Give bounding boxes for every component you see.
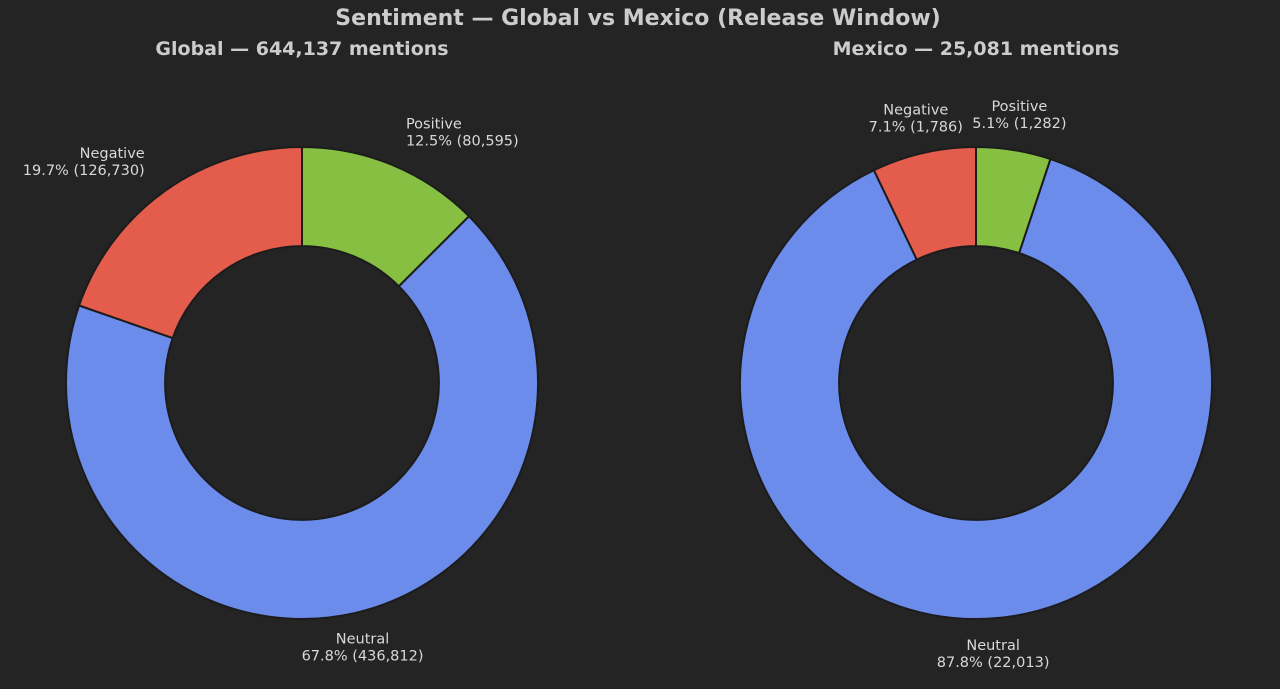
mexico-label-neutral-value: 87.8% (22,013): [937, 655, 1050, 671]
global-label-positive-value: 12.5% (80,595): [406, 133, 519, 149]
global-label-neutral-value: 67.8% (436,812): [302, 649, 424, 665]
global-label-positive-name: Positive: [406, 116, 462, 132]
global-slice-neutral: [65, 214, 539, 620]
global-label-negative-name: Negative: [80, 146, 145, 162]
global-donut-chart: Positive 12.5% (80,595) Neutral 67.8% (436,…: [23, 116, 539, 665]
global-chart-title: Global — 644,137 mentions: [155, 38, 448, 60]
mexico-slice-negative: [872, 145, 977, 261]
mexico-label-positive: Positive 5.1% (1,282): [972, 99, 1066, 132]
mexico-label-negative-value: 7.1% (1,786): [869, 119, 963, 135]
mexico-label-neutral-name: Neutral: [966, 638, 1020, 654]
global-label-neutral: Neutral 67.8% (436,812): [302, 632, 424, 665]
mexico-slice-neutral: [739, 157, 1213, 620]
mexico-chart-title: Mexico — 25,081 mentions: [833, 38, 1120, 60]
global-label-negative: Negative 19.7% (126,730): [23, 146, 145, 179]
global-label-neutral-name: Neutral: [336, 632, 390, 648]
mexico-label-neutral: Neutral 87.8% (22,013): [937, 638, 1050, 671]
figure-title: Sentiment — Global vs Mexico (Release Wi…: [335, 6, 940, 31]
mexico-label-negative: Negative 7.1% (1,786): [869, 102, 963, 135]
mexico-label-negative-name: Negative: [883, 102, 948, 118]
global-slice-negative: [77, 145, 303, 340]
global-label-negative-value: 19.7% (126,730): [23, 163, 145, 179]
global-label-positive: Positive 12.5% (80,595): [406, 116, 519, 149]
mexico-donut-chart: Positive 5.1% (1,282) Neutral 87.8% (22,013…: [739, 99, 1213, 671]
mexico-label-positive-name: Positive: [991, 99, 1047, 115]
mexico-label-positive-value: 5.1% (1,282): [972, 116, 1066, 132]
